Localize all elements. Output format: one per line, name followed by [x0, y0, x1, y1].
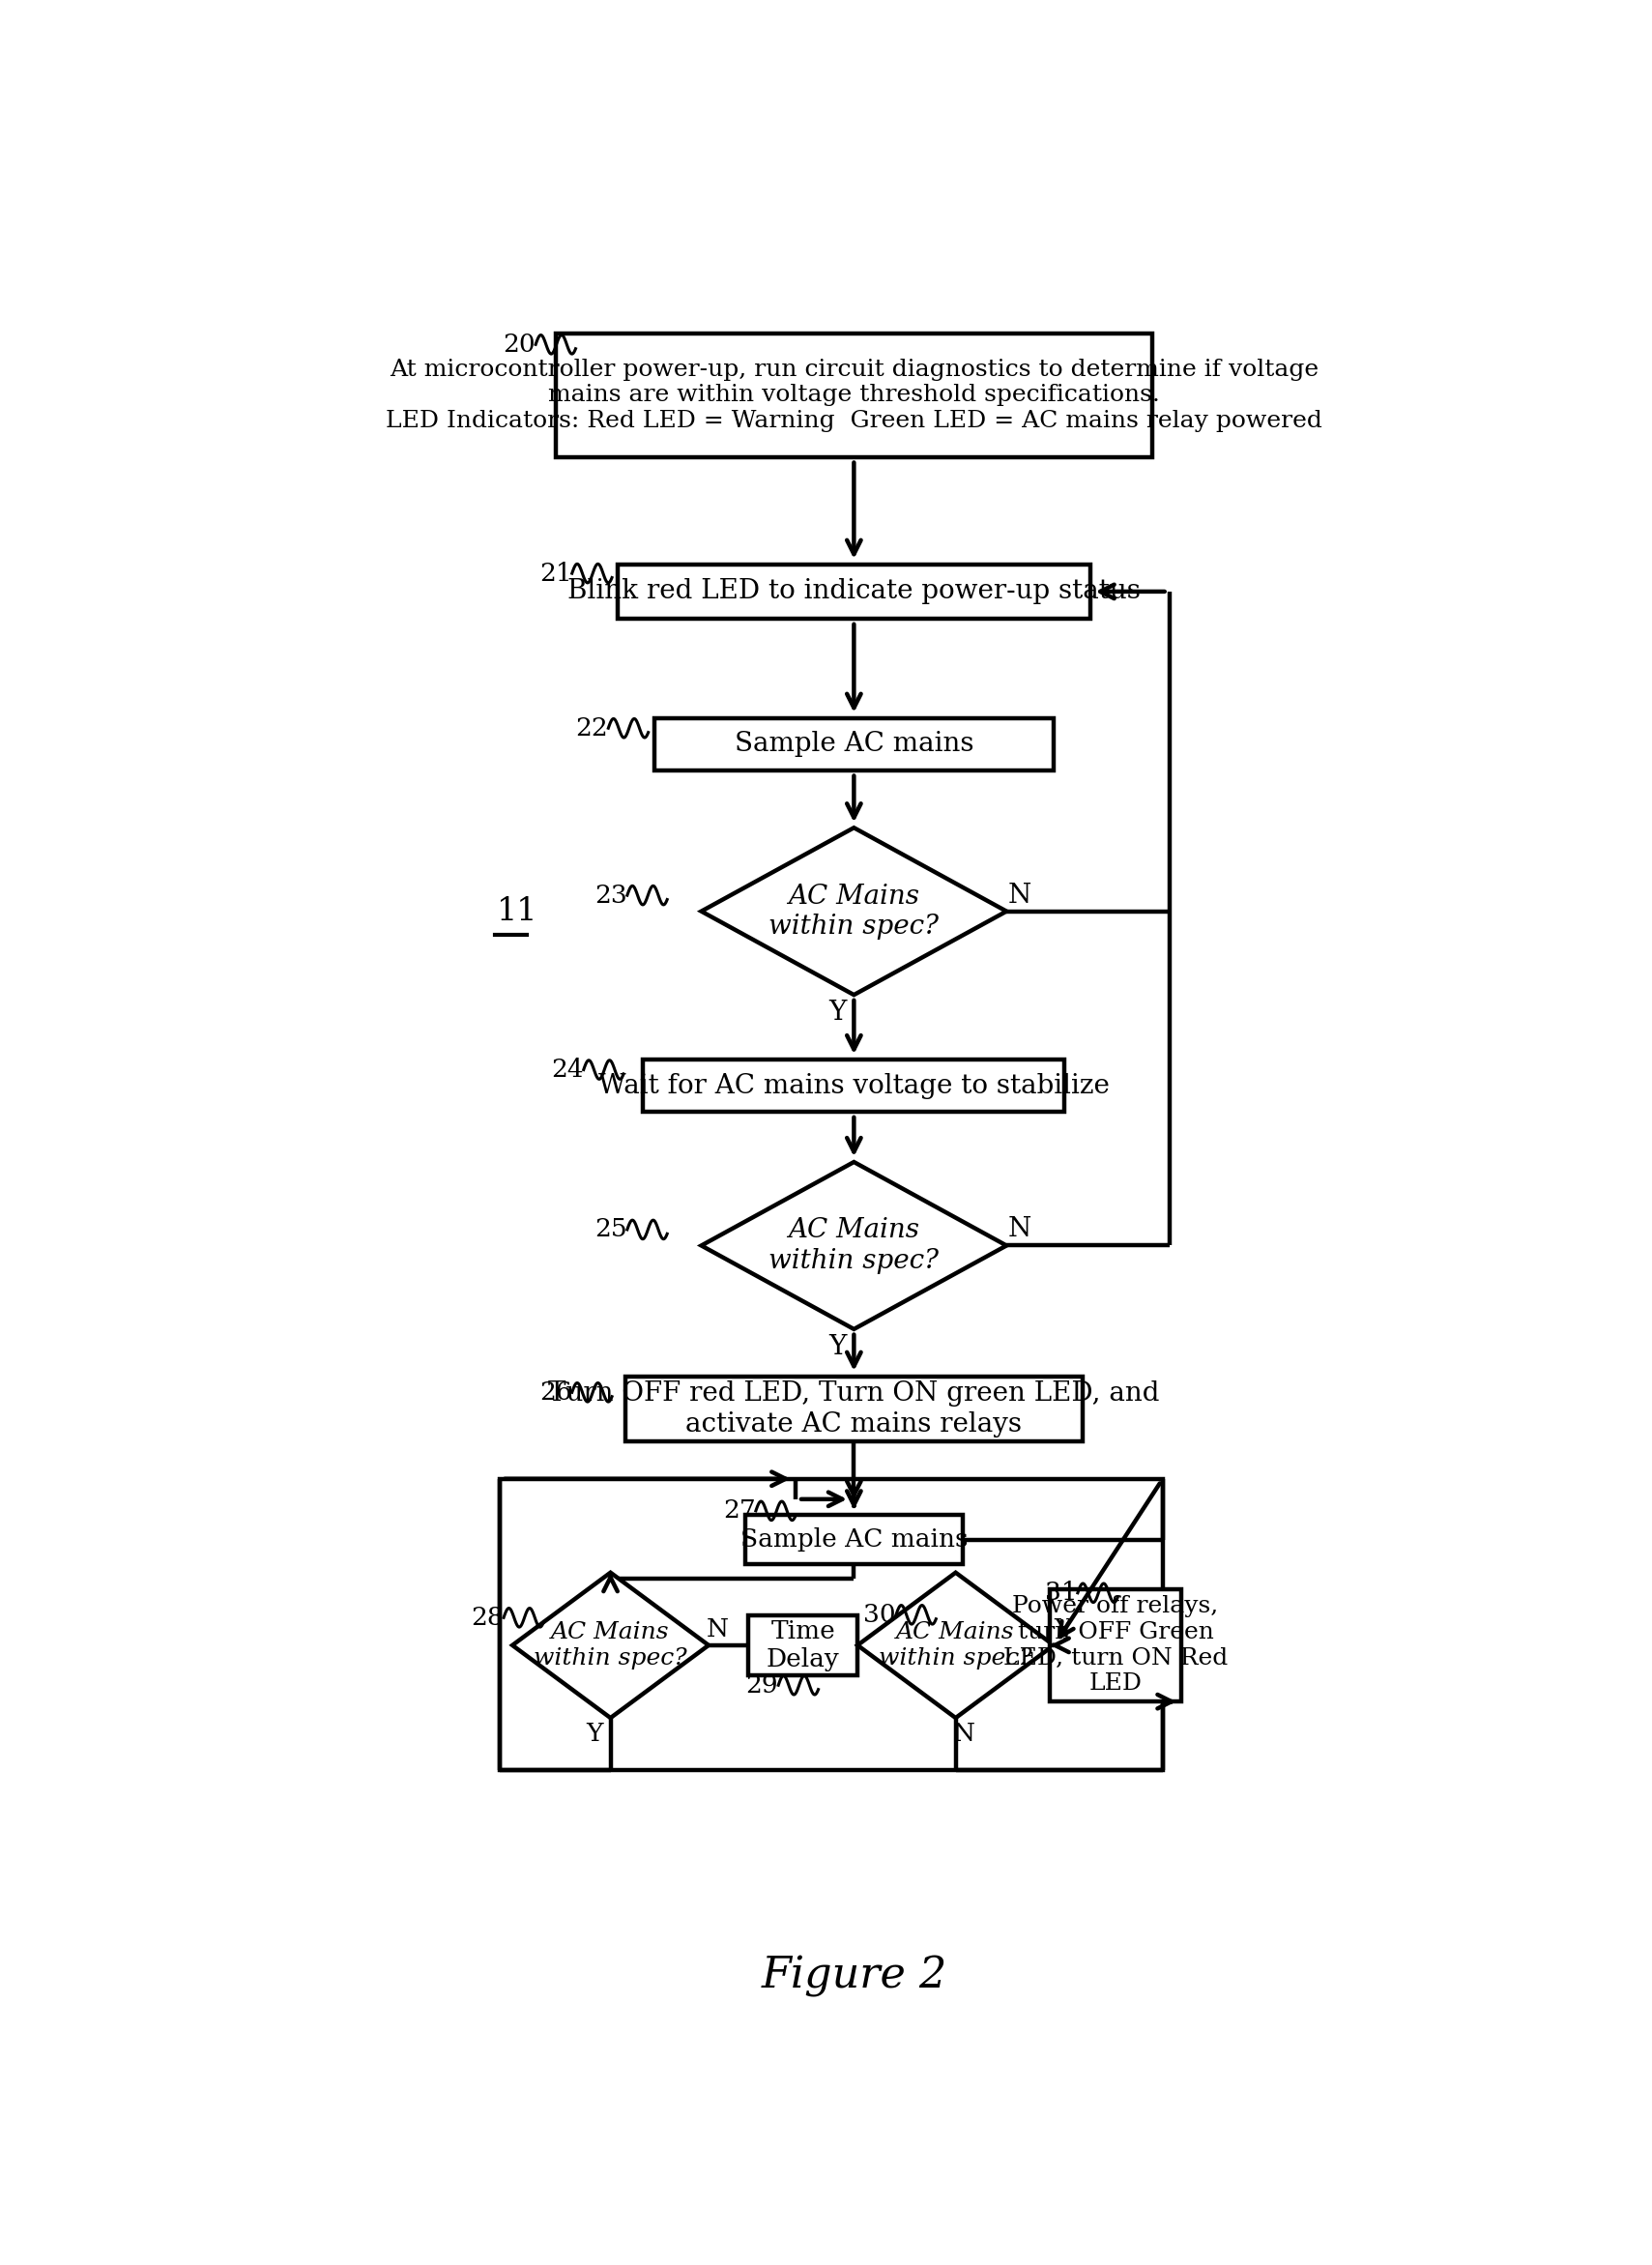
Text: 30: 30: [864, 1604, 895, 1626]
Text: N: N: [953, 1721, 975, 1746]
Text: 31: 31: [1046, 1581, 1077, 1606]
FancyBboxPatch shape: [624, 1377, 1082, 1443]
Polygon shape: [512, 1572, 709, 1717]
Text: AC Mains
within spec?: AC Mains within spec?: [879, 1622, 1032, 1669]
Text: 26: 26: [540, 1379, 572, 1404]
Text: Blink red LED to indicate power-up status: Blink red LED to indicate power-up statu…: [567, 578, 1140, 605]
Text: 11: 11: [496, 897, 537, 926]
Text: N: N: [705, 1617, 729, 1642]
Text: 28: 28: [471, 1606, 504, 1631]
Text: 27: 27: [724, 1499, 757, 1522]
Polygon shape: [857, 1572, 1054, 1717]
Text: 23: 23: [595, 883, 628, 908]
Text: N: N: [1008, 1216, 1031, 1243]
Text: N: N: [1008, 883, 1031, 908]
Text: 25: 25: [595, 1219, 628, 1241]
FancyBboxPatch shape: [643, 1060, 1064, 1112]
Text: Wait for AC mains voltage to stabilize: Wait for AC mains voltage to stabilize: [598, 1074, 1110, 1099]
Text: 20: 20: [504, 333, 535, 356]
Text: Turn OFF red LED, Turn ON green LED, and
activate AC mains relays: Turn OFF red LED, Turn ON green LED, and…: [548, 1382, 1160, 1438]
FancyBboxPatch shape: [557, 333, 1151, 458]
Polygon shape: [702, 827, 1006, 994]
Text: 21: 21: [540, 562, 572, 584]
Text: Y: Y: [586, 1721, 603, 1746]
FancyBboxPatch shape: [1051, 1590, 1181, 1701]
Text: 29: 29: [745, 1674, 778, 1696]
FancyBboxPatch shape: [745, 1515, 963, 1565]
Text: 24: 24: [552, 1058, 583, 1083]
Text: Figure 2: Figure 2: [762, 1955, 947, 1998]
Text: Y: Y: [829, 999, 847, 1026]
Text: At microcontroller power-up, run circuit diagnostics to determine if voltage
mai: At microcontroller power-up, run circuit…: [385, 358, 1322, 433]
FancyBboxPatch shape: [748, 1615, 857, 1676]
FancyBboxPatch shape: [618, 564, 1090, 618]
FancyBboxPatch shape: [654, 718, 1054, 770]
Text: Sample AC mains: Sample AC mains: [740, 1529, 968, 1552]
Text: Y: Y: [829, 1334, 847, 1361]
Text: AC Mains
within spec?: AC Mains within spec?: [768, 1216, 938, 1273]
Text: Time
Delay: Time Delay: [767, 1619, 839, 1672]
Text: Power off relays,
turn OFF Green
LED, turn ON Red
LED: Power off relays, turn OFF Green LED, tu…: [1003, 1595, 1227, 1694]
Text: AC Mains
within spec?: AC Mains within spec?: [768, 883, 938, 940]
Text: Sample AC mains: Sample AC mains: [733, 732, 973, 757]
Text: AC Mains
within spec?: AC Mains within spec?: [534, 1622, 687, 1669]
Text: 22: 22: [575, 716, 608, 741]
Polygon shape: [702, 1162, 1006, 1330]
Text: Y: Y: [1054, 1617, 1070, 1642]
